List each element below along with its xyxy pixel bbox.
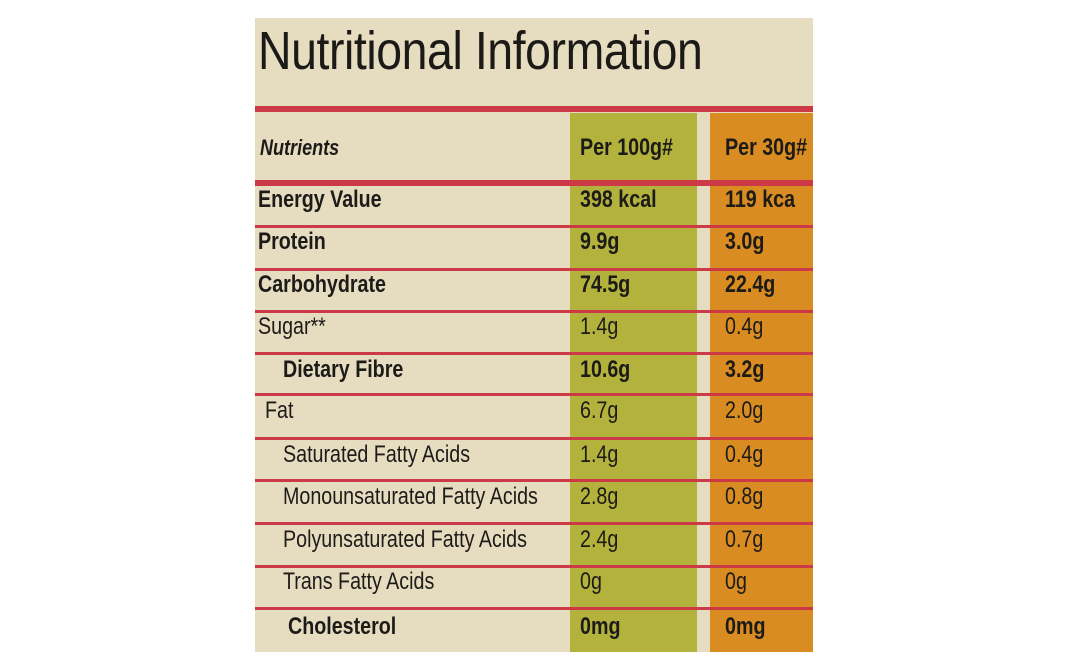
nutrient-name: Energy Value [258,186,382,213]
nutrient-value: 0g [725,568,747,595]
nutrient-name: Protein [258,228,326,255]
column-header: Per 100g# [580,134,674,161]
nutrient-name: Trans Fatty Acids [283,568,435,595]
nutrient-value: 10.6g [580,356,631,383]
nutrient-name: Cholesterol [288,613,397,640]
divider [255,522,813,525]
divider [255,565,813,568]
nutrient-value: 0g [580,568,602,595]
divider [255,393,813,396]
title: Nutritional Information [258,21,703,81]
divider [255,268,813,271]
column-band [570,113,697,652]
nutrient-value: 2.0g [725,397,764,424]
nutrient-value: 9.9g [580,228,620,255]
nutrient-value: 3.0g [725,228,765,255]
divider [255,310,813,313]
divider [255,479,813,482]
nutrient-name: Dietary Fibre [283,356,404,383]
nutrient-value: 0.4g [725,313,764,340]
nutrient-value: 3.2g [725,356,765,383]
nutrient-value: 2.4g [580,526,619,553]
nutrient-value: 398 kcal [580,186,657,213]
nutrition-label: Nutritional Information Nutrients Per 100… [255,18,813,652]
nutrient-name: Carbohydrate [258,271,386,298]
column-band [710,113,813,652]
nutrient-value: 0mg [580,613,621,640]
divider [255,352,813,355]
nutrient-value: 6.7g [580,397,619,424]
column-header: Per 30g# [725,134,808,161]
nutrient-value: 22.4g [725,271,776,298]
nutrient-name: Fat [265,397,294,424]
nutrient-name: Sugar** [258,313,326,340]
nutrient-name: Saturated Fatty Acids [283,441,471,468]
nutrient-value: 74.5g [580,271,631,298]
divider [255,607,813,610]
nutrient-name: Monounsaturated Fatty Acids [283,483,538,510]
column-header: Nutrients [260,135,340,160]
nutrient-value: 0mg [725,613,766,640]
nutrient-value: 0.4g [725,441,764,468]
nutrient-value: 0.8g [725,483,764,510]
divider [255,106,813,112]
nutrient-value: 119 kca [725,186,796,213]
nutrient-value: 0.7g [725,526,764,553]
nutrient-name: Polyunsaturated Fatty Acids [283,526,527,553]
divider [255,437,813,440]
nutrient-value: 2.8g [580,483,619,510]
nutrient-value: 1.4g [580,441,619,468]
nutrient-value: 1.4g [580,313,619,340]
divider [255,180,813,186]
divider [255,225,813,228]
